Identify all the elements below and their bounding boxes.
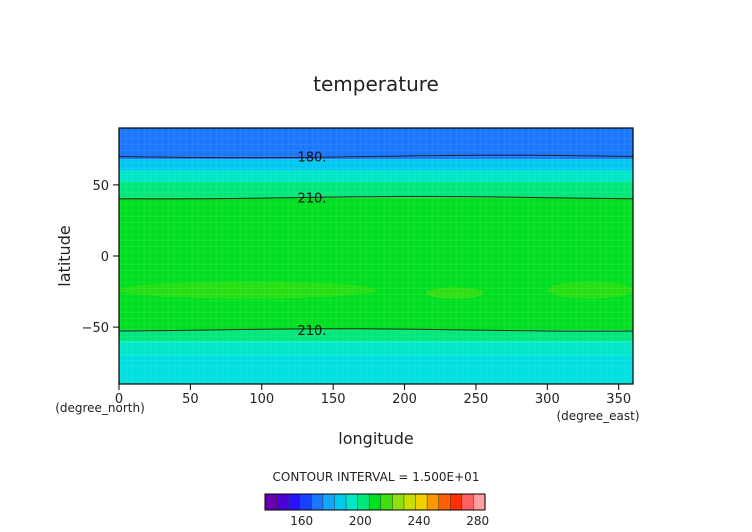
- colorbar-swatch-7: [345, 493, 359, 511]
- colorbar: [264, 493, 486, 511]
- colorbar-swatch-14: [426, 493, 440, 511]
- colorbar-swatch-2: [287, 493, 301, 511]
- y-unit-label: (degree_north): [55, 401, 145, 415]
- colorbar-swatch-15: [438, 493, 451, 511]
- colorbar-swatch-6: [334, 493, 347, 511]
- colorbar-tick-label-3: 280: [466, 514, 489, 528]
- contour-label-1: 210.: [297, 192, 326, 207]
- x-tick-label-5: 250: [464, 392, 489, 407]
- x-tick-label-6: 300: [535, 392, 560, 407]
- colorbar-swatch-0: [264, 493, 278, 511]
- colorbar-frame: [264, 493, 486, 511]
- colorbar-tick-label-2: 240: [408, 514, 431, 528]
- colorbar-swatch-9: [368, 493, 382, 511]
- y-axis-label: latitude: [55, 225, 74, 286]
- contour-line-0: [119, 154, 633, 159]
- contour-line-1: [119, 196, 633, 200]
- chart-title: temperature: [313, 72, 439, 96]
- x-tick-label-3: 150: [321, 392, 346, 407]
- colorbar-swatch-17: [461, 493, 474, 511]
- colorbar-ticks: 160 200 240 280: [290, 514, 489, 528]
- x-axis-label: longitude: [338, 429, 413, 448]
- colorbar-swatch-8: [357, 493, 370, 511]
- contour-label-0: 180.: [297, 150, 326, 165]
- colorbar-swatch-16: [450, 493, 463, 511]
- x-tick-label-4: 200: [392, 392, 417, 407]
- y-tick-label-1: 0: [101, 250, 109, 265]
- x-tick-label-7: 350: [606, 392, 631, 407]
- colorbar-swatch-18: [473, 493, 486, 511]
- colorbar-tick-label-1: 200: [349, 514, 372, 528]
- x-unit-label: (degree_east): [556, 409, 639, 423]
- plot-texture: [119, 128, 633, 384]
- y-tick-label-2: 50: [92, 179, 109, 194]
- contour-lines: 180. 210. 210.: [119, 150, 633, 339]
- contour-interval-text: CONTOUR INTERVAL = 1.500E+01: [273, 470, 480, 484]
- colorbar-swatch-12: [403, 493, 417, 511]
- colorbar-swatch-11: [392, 493, 405, 511]
- contour-line-2: [119, 328, 633, 332]
- x-axis: 0 50 100 150 200 250 300 350: [115, 384, 631, 407]
- contour-label-2: 210.: [297, 324, 326, 339]
- colorbar-swatch-1: [276, 493, 289, 511]
- colorbar-swatch-10: [380, 493, 393, 511]
- colorbar-tick-label-0: 160: [290, 514, 313, 528]
- colorbar-swatch-3: [299, 493, 312, 511]
- x-tick-label-0: 0: [115, 392, 123, 407]
- colorbar-swatch-5: [322, 493, 336, 511]
- colorbar-swatch-4: [311, 493, 324, 511]
- x-tick-label-1: 50: [182, 392, 199, 407]
- x-tick-label-2: 100: [249, 392, 274, 407]
- y-axis: −50 0 50: [82, 179, 119, 336]
- colorbar-swatch-13: [415, 493, 428, 511]
- y-tick-label-0: −50: [82, 321, 109, 336]
